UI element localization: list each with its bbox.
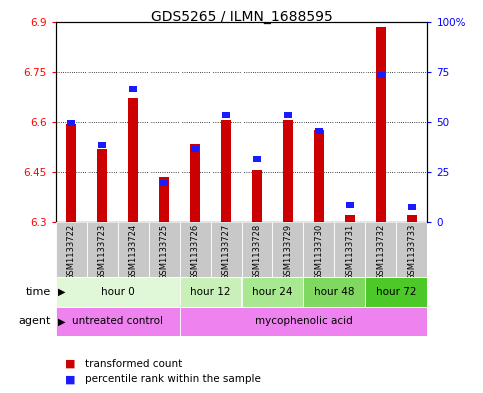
Bar xyxy=(272,222,303,277)
Bar xyxy=(56,222,86,277)
Text: GDS5265 / ILMN_1688595: GDS5265 / ILMN_1688595 xyxy=(151,10,332,24)
Bar xyxy=(159,177,169,222)
Bar xyxy=(149,222,180,277)
Bar xyxy=(314,130,324,222)
Text: transformed count: transformed count xyxy=(85,358,182,369)
Bar xyxy=(303,277,366,307)
Bar xyxy=(377,72,385,78)
Text: untreated control: untreated control xyxy=(72,316,163,326)
Text: ▶: ▶ xyxy=(58,316,66,326)
Text: GSM1133727: GSM1133727 xyxy=(222,224,230,280)
Bar xyxy=(159,180,169,186)
Bar xyxy=(345,215,355,222)
Bar xyxy=(221,120,231,222)
Bar xyxy=(98,149,107,222)
Text: hour 72: hour 72 xyxy=(376,287,417,297)
Text: time: time xyxy=(26,287,51,297)
Bar xyxy=(345,202,355,208)
Bar xyxy=(334,222,366,277)
Bar xyxy=(67,120,75,126)
Bar xyxy=(180,307,427,336)
Bar xyxy=(397,222,427,277)
Bar xyxy=(117,222,149,277)
Text: hour 48: hour 48 xyxy=(314,287,355,297)
Bar xyxy=(303,222,334,277)
Text: GSM1133723: GSM1133723 xyxy=(98,224,107,280)
Text: GSM1133725: GSM1133725 xyxy=(159,224,169,280)
Bar xyxy=(408,204,416,210)
Bar xyxy=(190,143,199,222)
Text: ■: ■ xyxy=(65,358,76,369)
Text: GSM1133732: GSM1133732 xyxy=(376,224,385,280)
Text: hour 24: hour 24 xyxy=(252,287,293,297)
Bar xyxy=(128,99,138,222)
Bar xyxy=(180,222,211,277)
Text: hour 0: hour 0 xyxy=(100,287,134,297)
Text: GSM1133729: GSM1133729 xyxy=(284,224,293,280)
Bar xyxy=(66,123,76,222)
Bar xyxy=(284,120,293,222)
Bar xyxy=(191,146,199,152)
Bar xyxy=(366,277,427,307)
Text: agent: agent xyxy=(18,316,51,326)
Text: mycophenolic acid: mycophenolic acid xyxy=(255,316,353,326)
Bar xyxy=(56,277,180,307)
Bar xyxy=(211,222,242,277)
Bar xyxy=(86,222,117,277)
Text: GSM1133724: GSM1133724 xyxy=(128,224,138,280)
Text: percentile rank within the sample: percentile rank within the sample xyxy=(85,374,260,384)
Bar xyxy=(284,112,292,118)
Bar xyxy=(376,27,385,222)
Bar xyxy=(314,128,324,134)
Bar xyxy=(56,307,180,336)
Text: ▶: ▶ xyxy=(58,287,66,297)
Text: GSM1133728: GSM1133728 xyxy=(253,224,261,280)
Text: hour 12: hour 12 xyxy=(190,287,231,297)
Bar xyxy=(128,86,138,92)
Bar xyxy=(242,222,272,277)
Bar xyxy=(252,170,262,222)
Text: GSM1133731: GSM1133731 xyxy=(345,224,355,280)
Text: GSM1133730: GSM1133730 xyxy=(314,224,324,280)
Bar xyxy=(407,215,417,222)
Bar xyxy=(242,277,303,307)
Bar xyxy=(180,277,242,307)
Bar xyxy=(98,142,106,148)
Text: GSM1133726: GSM1133726 xyxy=(190,224,199,280)
Text: GSM1133733: GSM1133733 xyxy=(408,224,416,280)
Bar xyxy=(366,222,397,277)
Bar xyxy=(222,112,230,118)
Text: GSM1133722: GSM1133722 xyxy=(67,224,75,280)
Text: ■: ■ xyxy=(65,374,76,384)
Bar xyxy=(253,156,261,162)
